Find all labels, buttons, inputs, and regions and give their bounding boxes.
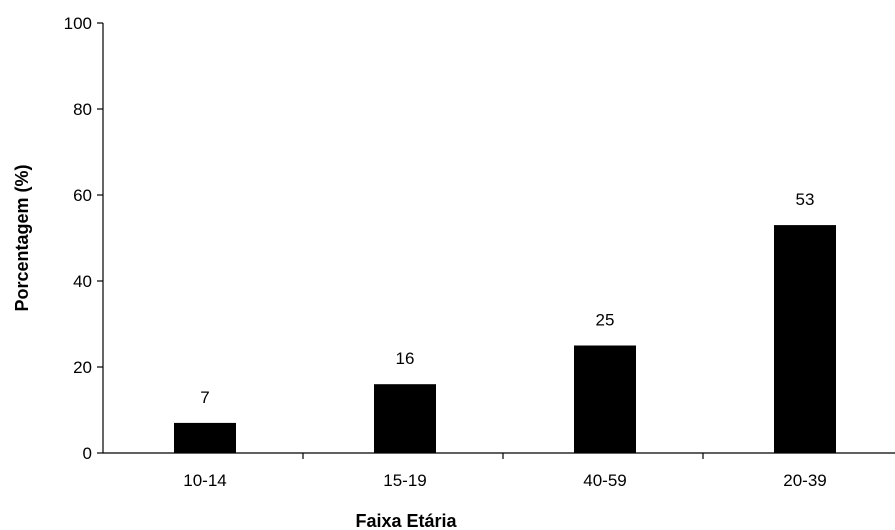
x-tick-label: 15-19 <box>383 471 426 490</box>
y-tick-label: 60 <box>73 186 92 205</box>
y-tick-label: 20 <box>73 358 92 377</box>
bar-value-label: 16 <box>396 349 415 368</box>
bar <box>374 384 436 453</box>
y-tick-label: 0 <box>83 444 92 463</box>
bars <box>174 225 836 453</box>
bar <box>174 422 236 453</box>
y-tick-label: 100 <box>64 14 92 33</box>
bar <box>574 345 636 453</box>
y-tick-label: 40 <box>73 272 92 291</box>
y-axis-title: Porcentagem (%) <box>12 164 32 311</box>
x-axis-title: Faixa Etária <box>355 511 457 530</box>
bar <box>774 225 836 453</box>
bar-value-label: 25 <box>596 311 615 330</box>
x-tick-label: 20-39 <box>783 471 826 490</box>
x-tick-label: 10-14 <box>183 471 226 490</box>
bar-value-label: 53 <box>796 190 815 209</box>
y-axis-ticks: 0 20 40 60 80 100 <box>64 14 103 463</box>
bar-value-label: 7 <box>200 388 209 407</box>
y-tick-label: 80 <box>73 100 92 119</box>
data-labels: 7 16 25 53 <box>200 190 814 407</box>
x-axis-ticks: 10-14 15-19 40-59 20-39 <box>183 453 827 490</box>
x-tick-label: 40-59 <box>583 471 626 490</box>
